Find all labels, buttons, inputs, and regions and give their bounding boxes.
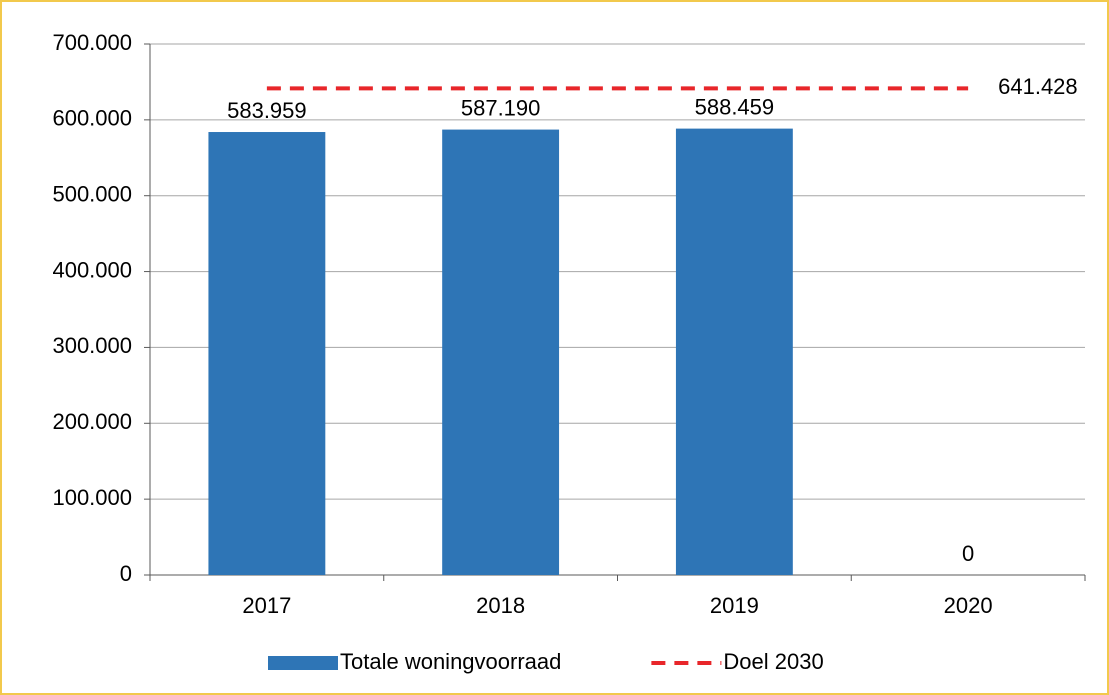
y-tick-label: 500.000 xyxy=(52,182,132,207)
y-tick-label: 400.000 xyxy=(52,257,132,282)
data-label: 588.459 xyxy=(695,94,775,119)
y-tick-label: 600.000 xyxy=(52,106,132,131)
data-label: 0 xyxy=(962,541,974,566)
x-tick-label: 2018 xyxy=(476,593,525,618)
data-label: 583.959 xyxy=(227,98,307,123)
y-tick-label: 0 xyxy=(120,561,132,586)
legend-label: Doel 2030 xyxy=(723,649,823,674)
y-tick-label: 700.000 xyxy=(52,30,132,55)
x-tick-label: 2019 xyxy=(710,593,759,618)
legend-label: Totale woningvoorraad xyxy=(340,649,561,674)
y-tick-label: 200.000 xyxy=(52,409,132,434)
y-tick-label: 100.000 xyxy=(52,485,132,510)
legend-swatch xyxy=(268,656,338,670)
bar xyxy=(442,129,560,575)
x-tick-label: 2020 xyxy=(944,593,993,618)
bar xyxy=(208,132,326,575)
bar xyxy=(675,128,793,575)
y-tick-label: 300.000 xyxy=(52,333,132,358)
x-tick-label: 2017 xyxy=(242,593,291,618)
data-label: 641.428 xyxy=(998,74,1078,99)
data-label: 587.190 xyxy=(461,95,541,120)
